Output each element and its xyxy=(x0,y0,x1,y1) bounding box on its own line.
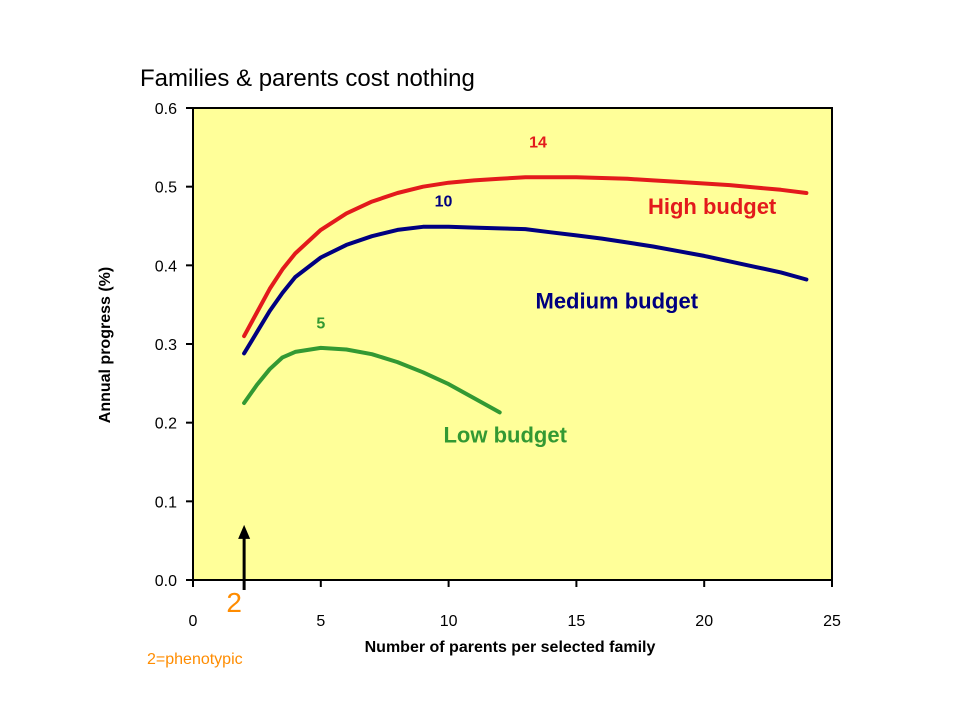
x-tick-label: 20 xyxy=(695,613,713,630)
y-axis-label: Annual progress (%) xyxy=(97,267,114,423)
series-line-low-budget xyxy=(242,345,502,415)
y-axis-ticks: 0.0 0.1 0.2 0.3 0.4 0.5 0.6 xyxy=(155,101,193,590)
series-line-high-budget xyxy=(242,175,809,339)
peak-label-medium-budget: 10 xyxy=(435,193,453,210)
x-axis-ticks: 0 5 10 15 20 25 xyxy=(189,580,841,630)
series-group: High budget 14 Medium budget 10 Low budget 5 xyxy=(242,134,809,447)
series-line-medium-budget xyxy=(242,224,809,356)
y-tick-label: 0.1 xyxy=(155,494,177,511)
y-tick-label: 0.2 xyxy=(155,416,177,433)
x-tick-label: 15 xyxy=(568,613,586,630)
y-tick-label: 0.5 xyxy=(155,180,177,197)
y-tick-label: 0.6 xyxy=(155,101,177,118)
peak-label-high-budget: 14 xyxy=(529,134,547,151)
arrow-head-icon xyxy=(238,524,251,539)
chart-title: Families & parents cost nothing xyxy=(140,65,475,92)
y-tick-label: 0.0 xyxy=(155,573,177,590)
y-tick-label: 0.4 xyxy=(155,258,177,275)
y-tick-label: 0.3 xyxy=(155,337,177,354)
peak-label-low-budget: 5 xyxy=(316,315,325,332)
phenotypic-note: 2=phenotypic xyxy=(147,651,243,668)
x-tick-label: 25 xyxy=(823,613,841,630)
x-tick-label: 0 xyxy=(189,613,198,630)
series-label-high-budget: High budget xyxy=(648,194,777,219)
x-axis-label: Number of parents per selected family xyxy=(365,639,656,656)
annotations: 2 2=phenotypic xyxy=(147,524,251,668)
x-tick-label: 10 xyxy=(440,613,458,630)
phenotypic-marker-label: 2 xyxy=(226,587,242,618)
series-label-medium-budget: Medium budget xyxy=(536,289,699,314)
x-tick-label: 5 xyxy=(316,613,325,630)
series-label-low-budget: Low budget xyxy=(443,422,567,447)
